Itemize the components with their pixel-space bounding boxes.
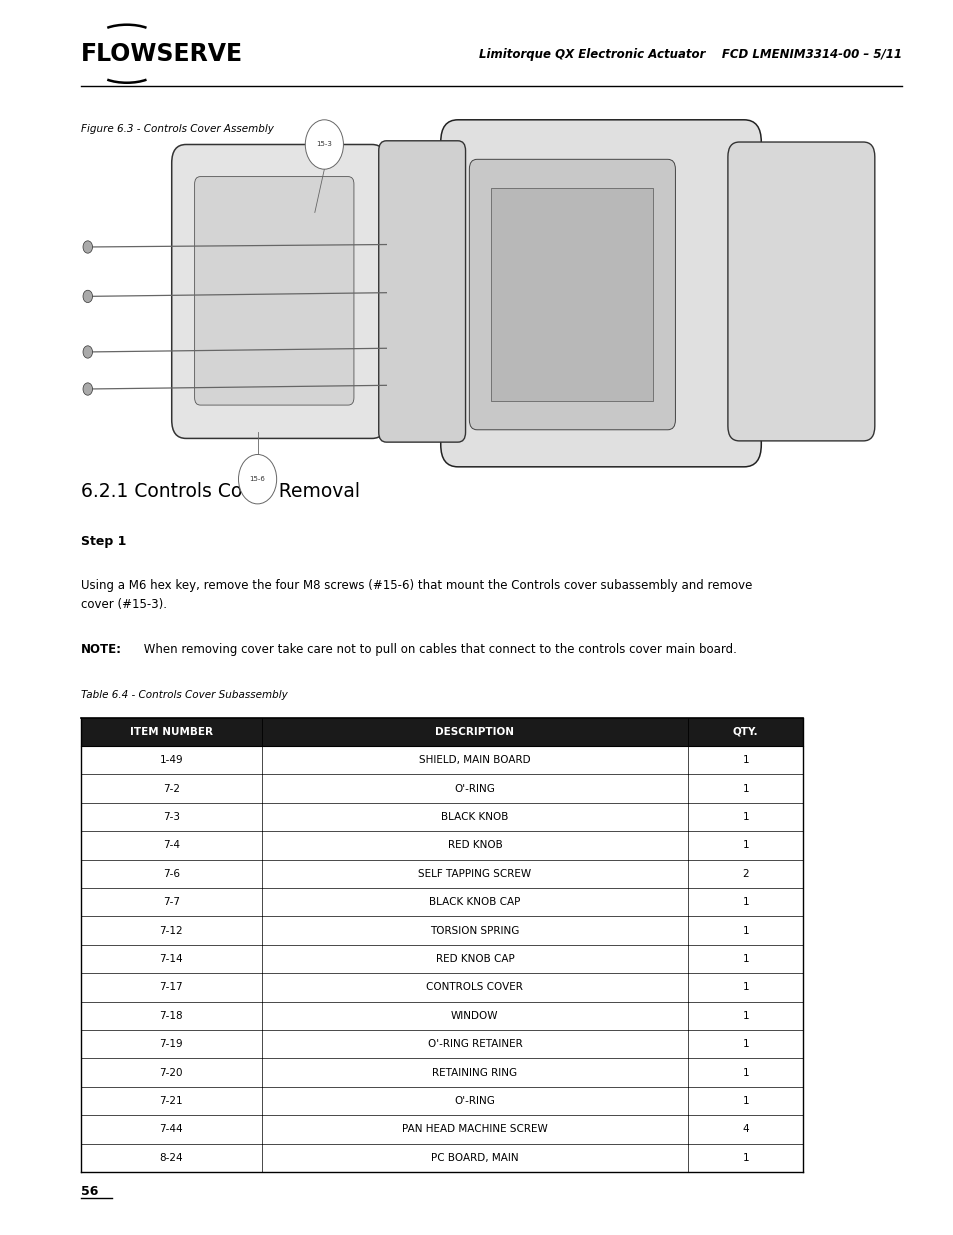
Bar — [491, 188, 653, 401]
Bar — [81, 973, 802, 1002]
Circle shape — [238, 454, 276, 504]
Text: 1: 1 — [741, 755, 748, 766]
FancyBboxPatch shape — [194, 177, 354, 405]
Text: RETAINING RING: RETAINING RING — [432, 1067, 517, 1078]
Bar — [81, 1030, 802, 1058]
Text: 1: 1 — [741, 1067, 748, 1078]
Text: PC BOARD, MAIN: PC BOARD, MAIN — [431, 1152, 518, 1163]
Text: 6.2.1 Controls Cover Removal: 6.2.1 Controls Cover Removal — [81, 482, 359, 500]
Text: 1: 1 — [741, 1095, 748, 1107]
Text: 7-6: 7-6 — [163, 868, 180, 879]
FancyBboxPatch shape — [172, 144, 386, 438]
Text: 7-21: 7-21 — [159, 1095, 183, 1107]
Bar — [81, 1087, 802, 1115]
Text: 7-18: 7-18 — [159, 1010, 183, 1021]
Text: 1: 1 — [741, 897, 748, 908]
Text: QTY.: QTY. — [732, 726, 758, 737]
Text: 1: 1 — [741, 1010, 748, 1021]
Text: PAN HEAD MACHINE SCREW: PAN HEAD MACHINE SCREW — [401, 1124, 547, 1135]
Text: BLACK KNOB CAP: BLACK KNOB CAP — [429, 897, 520, 908]
Text: O'-RING RETAINER: O'-RING RETAINER — [427, 1039, 521, 1050]
Text: 2: 2 — [741, 868, 748, 879]
Text: FLOWSERVE: FLOWSERVE — [81, 42, 243, 67]
Text: 1: 1 — [741, 1039, 748, 1050]
Text: 7-12: 7-12 — [159, 925, 183, 936]
Text: 1: 1 — [741, 982, 748, 993]
Bar — [81, 1002, 802, 1030]
Text: DESCRIPTION: DESCRIPTION — [435, 726, 514, 737]
Text: NOTE:: NOTE: — [81, 643, 122, 657]
Text: RED KNOB: RED KNOB — [447, 840, 501, 851]
Text: 7-3: 7-3 — [163, 811, 180, 823]
Text: 7-2: 7-2 — [163, 783, 180, 794]
Circle shape — [83, 383, 92, 395]
Text: O'-RING: O'-RING — [454, 1095, 495, 1107]
Text: 7-19: 7-19 — [159, 1039, 183, 1050]
Text: 4: 4 — [741, 1124, 748, 1135]
Bar — [81, 888, 802, 916]
Circle shape — [83, 241, 92, 253]
Text: Table 6.4 - Controls Cover Subassembly: Table 6.4 - Controls Cover Subassembly — [81, 690, 288, 700]
Bar — [81, 718, 802, 746]
Text: SHIELD, MAIN BOARD: SHIELD, MAIN BOARD — [418, 755, 530, 766]
Text: SELF TAPPING SCREW: SELF TAPPING SCREW — [418, 868, 531, 879]
Text: 1: 1 — [741, 925, 748, 936]
FancyBboxPatch shape — [727, 142, 874, 441]
Text: 1: 1 — [741, 811, 748, 823]
Text: Step 1: Step 1 — [81, 535, 127, 548]
Text: 1-49: 1-49 — [159, 755, 183, 766]
Circle shape — [83, 290, 92, 303]
Bar — [81, 774, 802, 803]
Text: 1: 1 — [741, 1152, 748, 1163]
Text: 7-44: 7-44 — [159, 1124, 183, 1135]
Text: 15-3: 15-3 — [316, 142, 332, 147]
FancyBboxPatch shape — [469, 159, 675, 430]
Text: TORSION SPRING: TORSION SPRING — [430, 925, 519, 936]
Circle shape — [305, 120, 343, 169]
Text: BLACK KNOB: BLACK KNOB — [440, 811, 508, 823]
Circle shape — [83, 346, 92, 358]
Text: 7-7: 7-7 — [163, 897, 180, 908]
Bar — [81, 746, 802, 774]
Text: Limitorque QX Electronic Actuator    FCD LMENIM3314-00 – 5/11: Limitorque QX Electronic Actuator FCD LM… — [478, 48, 901, 61]
Text: O'-RING: O'-RING — [454, 783, 495, 794]
Text: Using a M6 hex key, remove the four M8 screws (#15-6) that mount the Controls co: Using a M6 hex key, remove the four M8 s… — [81, 579, 752, 611]
Text: 7-20: 7-20 — [159, 1067, 183, 1078]
Text: 8-24: 8-24 — [159, 1152, 183, 1163]
Text: 7-4: 7-4 — [163, 840, 180, 851]
Bar — [81, 1115, 802, 1144]
Bar — [81, 803, 802, 831]
Text: 1: 1 — [741, 783, 748, 794]
Bar — [81, 860, 802, 888]
Bar — [81, 831, 802, 860]
Text: 56: 56 — [81, 1184, 98, 1198]
Text: 15-6: 15-6 — [250, 477, 265, 482]
FancyBboxPatch shape — [440, 120, 760, 467]
Text: When removing cover take care not to pull on cables that connect to the controls: When removing cover take care not to pul… — [140, 643, 737, 657]
Text: Figure 6.3 - Controls Cover Assembly: Figure 6.3 - Controls Cover Assembly — [81, 124, 274, 133]
Text: CONTROLS COVER: CONTROLS COVER — [426, 982, 523, 993]
Text: RED KNOB CAP: RED KNOB CAP — [436, 953, 514, 965]
Text: 7-14: 7-14 — [159, 953, 183, 965]
Text: 7-17: 7-17 — [159, 982, 183, 993]
Bar — [81, 916, 802, 945]
Bar — [81, 1144, 802, 1172]
Text: 1: 1 — [741, 840, 748, 851]
Text: ITEM NUMBER: ITEM NUMBER — [130, 726, 213, 737]
Bar — [81, 945, 802, 973]
FancyBboxPatch shape — [378, 141, 465, 442]
Text: 1: 1 — [741, 953, 748, 965]
Text: WINDOW: WINDOW — [451, 1010, 498, 1021]
Bar — [81, 1058, 802, 1087]
